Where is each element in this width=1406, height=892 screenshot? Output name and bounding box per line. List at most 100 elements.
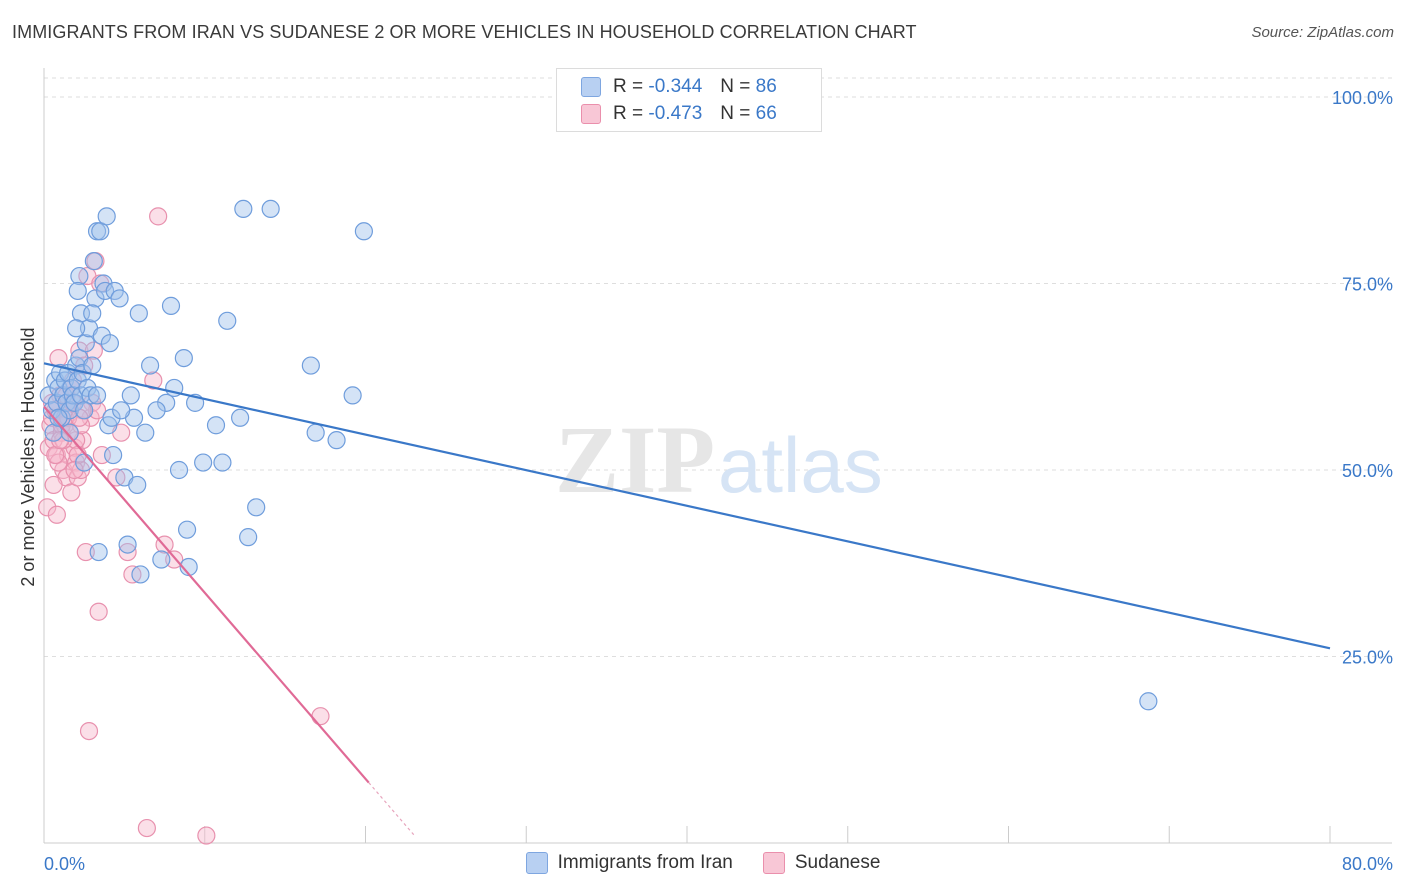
iran-point: [83, 356, 102, 375]
iran-point: [65, 393, 84, 412]
iran-point: [128, 475, 147, 495]
y-tick-label: 100.0%: [1332, 88, 1393, 108]
trend-lines: [43, 362, 1331, 836]
iran-point: [89, 542, 108, 562]
iran-point: [121, 386, 140, 405]
iran-n-label: N =: [720, 76, 751, 97]
iran-point: [327, 431, 346, 450]
iran-point: [49, 408, 68, 427]
sudanese-point: [38, 498, 57, 517]
iran-point: [84, 252, 103, 271]
iran-point: [177, 520, 197, 539]
sudanese-point: [144, 371, 163, 390]
sudanese-trend-extension: [368, 782, 415, 836]
iran-point: [169, 460, 189, 480]
iran-point: [213, 453, 232, 472]
bottom-legend: Immigrants from Iran Sudanese: [0, 852, 1406, 874]
watermark-atlas: atlas: [718, 421, 883, 509]
iran-point: [102, 408, 121, 427]
iran-point: [68, 281, 87, 301]
iran-point: [110, 289, 129, 308]
iran-point: [129, 304, 148, 323]
iran-point: [112, 401, 131, 420]
sudanese-point: [50, 431, 70, 450]
iran-point: [161, 296, 181, 315]
y-axis-label: 2 or more Vehicles in Household: [18, 327, 38, 586]
sudanese-trend-line: [43, 405, 370, 784]
sudanese-point: [44, 475, 63, 495]
iran-point: [83, 304, 102, 323]
iran-point: [234, 199, 253, 218]
iran-point: [118, 535, 137, 554]
legend-sudanese-label: Sudanese: [794, 852, 881, 873]
iran-point: [100, 334, 120, 353]
stats-row-sudanese: R = -0.473 N = 66: [581, 101, 777, 127]
iran-point: [75, 401, 94, 420]
iran-point: [71, 386, 91, 405]
iran-point: [75, 453, 94, 472]
iran-point: [206, 416, 226, 435]
iran-point: [157, 393, 176, 412]
iran-swatch: [581, 77, 601, 97]
iran-point: [1139, 692, 1158, 711]
iran-point: [152, 550, 171, 569]
sudanese-swatch: [581, 104, 601, 124]
iran-point: [239, 528, 258, 547]
sudanese-r-value: -0.473: [648, 103, 703, 124]
y-tick-label: 75.0%: [1342, 275, 1393, 295]
iran-point: [97, 207, 116, 226]
y-tick-label: 50.0%: [1342, 461, 1393, 481]
sudanese-point: [197, 826, 216, 845]
legend-iran-label: Immigrants from Iran: [557, 852, 733, 873]
iran-r-value: -0.344: [648, 76, 703, 97]
legend-iran-swatch: [525, 852, 548, 874]
iran-point: [104, 445, 123, 465]
axes: [43, 68, 1392, 844]
iran-point: [60, 423, 79, 442]
sudanese-point: [118, 542, 137, 562]
sudanese-n-label: N =: [720, 103, 751, 124]
iran-point: [174, 349, 193, 368]
sudanese-point: [65, 460, 84, 480]
chart-title: IMMIGRANTS FROM IRAN VS SUDANESE 2 OR MO…: [12, 22, 917, 42]
legend-item-sudanese[interactable]: Sudanese: [762, 852, 881, 874]
sudanese-point: [137, 818, 156, 838]
sudanese-point: [149, 207, 168, 226]
sudanese-n-value: 66: [755, 103, 777, 124]
stats-legend: R = -0.344 N = 86 R = -0.473 N = 66: [556, 68, 822, 132]
legend-item-iran[interactable]: Immigrants from Iran: [525, 852, 733, 874]
iran-point: [87, 386, 107, 405]
iran-point: [301, 356, 320, 375]
iran-point: [194, 453, 213, 472]
iran-point: [86, 289, 105, 308]
iran-point: [70, 266, 89, 286]
iran-point: [343, 386, 362, 405]
grid-lines: [44, 77, 1392, 657]
iran-point: [218, 311, 237, 330]
iran-point: [131, 565, 150, 584]
iran-point: [76, 334, 95, 353]
iran-r-label: R =: [613, 76, 644, 97]
iran-point: [261, 199, 280, 218]
iran-point: [306, 423, 325, 442]
iran-n-value: 86: [755, 76, 777, 97]
sudanese-point: [76, 542, 95, 562]
iran-point: [67, 319, 86, 338]
sudanese-point: [47, 505, 66, 524]
sudanese-point: [49, 349, 68, 368]
watermark-zip: ZIP: [555, 406, 715, 513]
y-tick-label: 25.0%: [1342, 648, 1393, 668]
watermark: ZIP atlas: [555, 406, 883, 513]
source-label: Source: ZipAtlas.com: [1251, 24, 1394, 41]
iran-point: [140, 356, 160, 375]
sudanese-r-label: R =: [613, 103, 644, 124]
iran-points: [39, 199, 1158, 711]
sudanese-point: [79, 721, 99, 741]
iran-point: [136, 423, 155, 442]
sudanese-point: [311, 707, 330, 726]
iran-trend-line: [43, 362, 1331, 650]
iran-point: [247, 498, 266, 517]
iran-point: [231, 408, 250, 427]
x-tick-label: 80.0%: [1342, 854, 1393, 874]
